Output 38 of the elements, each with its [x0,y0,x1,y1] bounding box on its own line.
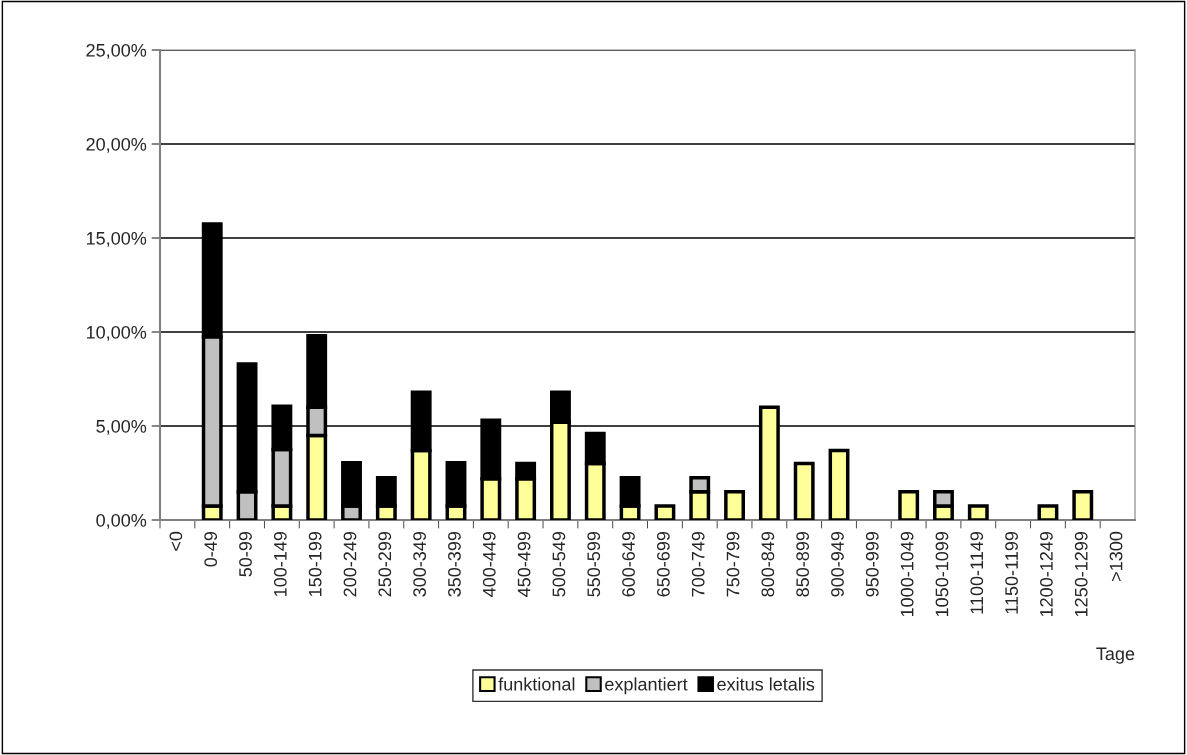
x-tick-label: 300-349 [413,531,427,597]
x-tick-label: 1200-1249 [1040,531,1053,617]
x-tick-label: 150-199 [308,531,322,596]
x-tick-label: 750-799 [726,531,740,597]
x-tick-label: >1300 [1109,531,1123,581]
x-tick-label: 1050-1099 [935,531,949,617]
x-axis-title: Tage [1096,647,1135,664]
x-tick-label: 0-49 [204,531,218,567]
x-tick-label: 550-599 [587,531,601,597]
x-tick-label: 450-499 [517,531,531,597]
y-tick-label: 25,00% [86,43,147,59]
x-tick-label: 950-999 [865,531,879,597]
x-tick-label: 800-849 [761,531,775,597]
y-tick-label: 5,00% [96,419,147,435]
legend-label: exitus letalis [717,677,815,691]
x-tick-label: 350-399 [448,531,461,597]
x-tick-label: 1250-1299 [1074,531,1088,617]
y-tick-label: 10,00% [86,325,147,341]
x-tick-label: 850-899 [796,531,810,597]
x-tick-label: 100-149 [273,531,287,596]
legend-label: funktional [498,677,575,691]
y-tick-label: 15,00% [86,231,147,247]
x-tick-label: 50-99 [239,531,252,577]
x-tick-label: 700-749 [691,531,705,597]
x-tick-label: <0 [169,531,183,551]
x-tick-label: 600-649 [622,531,635,597]
legend-label: explantiert [605,677,688,695]
x-tick-label: 900-949 [831,531,844,597]
x-tick-label: 500-549 [552,531,566,597]
x-tick-label: 650-699 [656,531,670,597]
x-tick-label: 400-449 [482,531,496,597]
x-tick-label: 200-249 [343,531,357,597]
x-tick-label: 1150-1199 [1005,531,1018,614]
x-tick-label: 1000-1049 [900,531,914,617]
y-tick-label: 20,00% [86,137,147,153]
x-tick-label: 250-299 [378,531,392,597]
x-tick-label: 1100-1149 [970,531,984,614]
y-tick-label: 0,00% [96,513,147,529]
